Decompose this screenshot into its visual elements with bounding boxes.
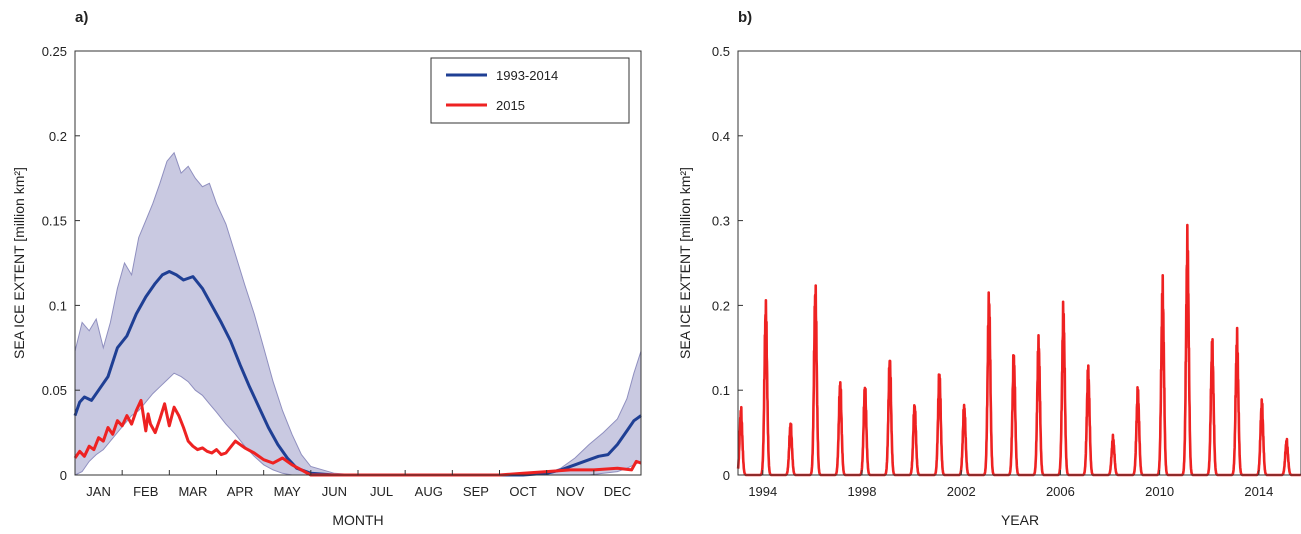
panel-b-chart: b) 0 0.1 0.2 0.3 0.4 0.5 1994 1998 2002 2006 2010… bbox=[677, 9, 1301, 528]
x-tick-label: 2002 bbox=[947, 484, 976, 499]
legend: 1993-2014 2015 bbox=[430, 57, 630, 124]
x-tick-label: 2010 bbox=[1145, 484, 1174, 499]
y-tick-label: 0 bbox=[60, 468, 67, 483]
y-tick-label: 0.2 bbox=[49, 129, 67, 144]
x-axis-label-b: YEAR bbox=[1001, 512, 1039, 528]
y-tick-label: 0.15 bbox=[42, 214, 67, 229]
x-ticks-a: JAN FEB MAR APR MAY JUN JUL AUG SEP OCT NOV DEC bbox=[86, 470, 631, 499]
legend-label-mean: 1993-2014 bbox=[496, 68, 558, 83]
x-tick-label: APR bbox=[227, 484, 254, 499]
x-tick-label: FEB bbox=[133, 484, 158, 499]
panel-a-label: a) bbox=[75, 9, 88, 26]
x-tick-label: 1994 bbox=[748, 484, 777, 499]
y-tick-label: 0.1 bbox=[712, 383, 730, 398]
plot-frame-b bbox=[737, 50, 1301, 476]
x-tick-label: NOV bbox=[556, 484, 585, 499]
x-tick-label: SEP bbox=[463, 484, 489, 499]
panel-b-label: b) bbox=[738, 9, 752, 26]
y-tick-label: 0.05 bbox=[42, 383, 67, 398]
y-tick-label: 0.2 bbox=[712, 298, 730, 313]
variability-band-group bbox=[74, 151, 642, 476]
series-line-group-b bbox=[736, 223, 1301, 477]
legend-box bbox=[430, 57, 630, 124]
y-tick-label: 0.1 bbox=[49, 298, 67, 313]
x-tick-label: JUL bbox=[370, 484, 393, 499]
x-tick-label: DEC bbox=[604, 484, 631, 499]
x-tick-label: JUN bbox=[322, 484, 347, 499]
x-axis-label-a: MONTH bbox=[332, 512, 383, 528]
variability-band bbox=[75, 152, 641, 476]
series-line-yearly bbox=[736, 223, 1301, 477]
y-tick-label: 0 bbox=[723, 468, 730, 483]
legend-label-2015: 2015 bbox=[496, 98, 525, 113]
x-tick-label: AUG bbox=[415, 484, 443, 499]
y-tick-label: 0.5 bbox=[712, 44, 730, 59]
y-tick-label: 0.4 bbox=[712, 129, 730, 144]
y-axis-label-a: SEA ICE EXTENT [million km²] bbox=[11, 167, 27, 359]
x-tick-label: OCT bbox=[509, 484, 537, 499]
y-tick-label: 0.25 bbox=[42, 44, 67, 59]
y-ticks-a: 0 0.05 0.1 0.15 0.2 0.25 bbox=[42, 44, 80, 483]
band-lower-edge bbox=[74, 372, 642, 476]
x-tick-label: 1998 bbox=[848, 484, 877, 499]
y-tick-label: 0.3 bbox=[712, 214, 730, 229]
y-ticks-b: 0 0.1 0.2 0.3 0.4 0.5 bbox=[712, 44, 743, 483]
x-tick-label: MAY bbox=[274, 484, 302, 499]
series-line-mean bbox=[73, 270, 642, 477]
series-line-2015 bbox=[73, 398, 642, 477]
x-tick-label: MAR bbox=[178, 484, 207, 499]
y-axis-label-b: SEA ICE EXTENT [million km²] bbox=[677, 167, 693, 359]
x-tick-label: 2006 bbox=[1046, 484, 1075, 499]
panel-a-chart: a) 0 0.05 0.1 0.15 0.2 0.25 JAN FEB MAR APR MAY JU… bbox=[11, 9, 642, 528]
x-tick-label: 2014 bbox=[1244, 484, 1273, 499]
x-tick-label: JAN bbox=[86, 484, 111, 499]
x-ticks-b: 1994 1998 2002 2006 2010 2014 bbox=[748, 470, 1273, 499]
